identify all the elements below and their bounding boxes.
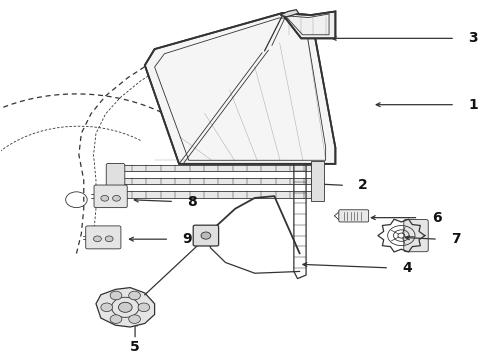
FancyBboxPatch shape — [94, 185, 127, 208]
FancyBboxPatch shape — [86, 226, 121, 249]
Circle shape — [113, 195, 121, 201]
Bar — [111, 178, 312, 184]
Text: 1: 1 — [468, 98, 478, 112]
Polygon shape — [282, 12, 335, 39]
Circle shape — [138, 303, 150, 312]
Bar — [111, 165, 312, 171]
Polygon shape — [96, 288, 155, 327]
Text: 9: 9 — [183, 232, 192, 246]
Circle shape — [129, 291, 141, 300]
Text: 2: 2 — [358, 178, 368, 192]
Polygon shape — [145, 13, 335, 164]
Circle shape — [101, 195, 109, 201]
Text: 4: 4 — [402, 261, 412, 275]
FancyBboxPatch shape — [106, 163, 125, 201]
FancyBboxPatch shape — [193, 225, 219, 246]
Circle shape — [105, 236, 113, 242]
Circle shape — [110, 315, 122, 323]
Text: 5: 5 — [130, 340, 140, 354]
FancyBboxPatch shape — [404, 220, 428, 252]
Circle shape — [201, 232, 211, 239]
Circle shape — [110, 291, 122, 300]
FancyBboxPatch shape — [339, 210, 368, 222]
Text: 8: 8 — [187, 194, 197, 208]
Text: 3: 3 — [468, 31, 478, 45]
Circle shape — [129, 315, 141, 323]
Circle shape — [94, 236, 101, 242]
Circle shape — [101, 303, 113, 312]
Circle shape — [119, 302, 132, 312]
Bar — [312, 161, 324, 201]
Text: 7: 7 — [451, 232, 461, 246]
Bar — [111, 192, 312, 198]
Text: 6: 6 — [432, 211, 441, 225]
Polygon shape — [280, 10, 299, 17]
